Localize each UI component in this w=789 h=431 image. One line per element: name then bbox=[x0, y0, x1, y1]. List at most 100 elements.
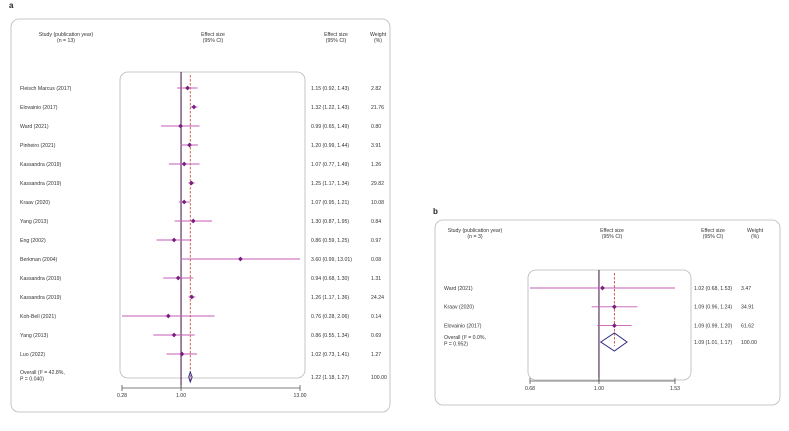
panel-a-point-estimate bbox=[179, 351, 185, 357]
panel-a-effect-size-value: 1.07 (0.77, 1.49) bbox=[311, 162, 349, 168]
panel-b-overall-weight-value: 100.00 bbox=[741, 340, 757, 346]
panel-a-study-label: Luo (2022) bbox=[20, 352, 45, 358]
panel-a-point-estimate bbox=[185, 85, 190, 91]
panel-a-study-label: Kassandra (2019) bbox=[20, 162, 62, 168]
panel-b-overall-label: Overall (I² = 0.0%, bbox=[444, 335, 486, 341]
panel-a-overall-weight-value: 100.00 bbox=[371, 375, 387, 381]
panel-a-overall-effect-size-value: 1.22 (1.18, 1.27) bbox=[311, 375, 349, 381]
panel-a-effect-size-value: 1.25 (1.17, 1.34) bbox=[311, 181, 349, 187]
panel-a-study-label: Pinheiro (2021) bbox=[20, 143, 56, 149]
panel-b-header-effect-size: Effect size bbox=[701, 228, 725, 234]
panel-b-label: b bbox=[433, 207, 438, 216]
panel-a-weight-value: 1.27 bbox=[371, 352, 381, 358]
panel-a-header-n: (n = 13) bbox=[57, 38, 75, 44]
panel-a-weight-value: 29.82 bbox=[371, 181, 384, 187]
panel-a-study-label: Eng (2002) bbox=[20, 238, 46, 244]
panel-a-weight-value: 0.69 bbox=[371, 333, 381, 339]
panel-b-header-weight: Weight bbox=[747, 228, 764, 234]
panel-a-point-estimate bbox=[165, 313, 171, 319]
panel-a-point-estimate bbox=[238, 256, 243, 262]
panel-b-header-n: (n = 3) bbox=[467, 234, 482, 240]
panel-b-effect-size-value: 1.09 (0.99, 1.20) bbox=[694, 323, 732, 329]
panel-a-study-label: Kraav (2020) bbox=[20, 200, 50, 206]
panel-b-overall-effect-size-value: 1.09 (1.01, 1.17) bbox=[694, 340, 732, 346]
panel-a-effect-size-value: 1.20 (0.99, 1.44) bbox=[311, 143, 349, 149]
panel-b-point-estimate bbox=[611, 323, 617, 328]
panel-a-header-plot-ci: (95% CI) bbox=[203, 38, 224, 44]
panel-a-header-weight-unit: (%) bbox=[374, 38, 382, 44]
panel-a-weight-value: 1.26 bbox=[371, 162, 381, 168]
panel-a-study-label: Fleisch Marcus (2017) bbox=[20, 86, 72, 92]
panel-a-study-label: Ward (2021) bbox=[20, 124, 49, 130]
panel-a-weight-value: 1.31 bbox=[371, 276, 381, 282]
panel-a-weight-value: 2.82 bbox=[371, 86, 381, 92]
panel-a-study-label: Elovainio (2017) bbox=[20, 105, 58, 111]
panel-a-overall-diamond bbox=[188, 370, 193, 384]
panel-b-study-label: Kraav (2020) bbox=[444, 305, 474, 311]
panel-a-frame bbox=[10, 18, 391, 413]
panel-a-study-label: Yang (2013) bbox=[20, 219, 48, 225]
panel-a-effect-size-value: 1.02 (0.73, 1.41) bbox=[311, 352, 349, 358]
panel-a-study-label: Koh-Bell (2021) bbox=[20, 314, 56, 320]
panel-a-header-effect-size: Effect size bbox=[324, 32, 348, 38]
panel-b-weight-value: 61.62 bbox=[741, 323, 754, 329]
panel-a-weight-value: 24.24 bbox=[371, 295, 384, 301]
panel-a-point-estimate bbox=[191, 104, 197, 110]
panel-a-effect-size-value: 1.32 (1.22, 1.43) bbox=[311, 105, 349, 111]
panel-a-axis-tick-label: 1.00 bbox=[176, 393, 186, 399]
panel-a-weight-value: 10.08 bbox=[371, 200, 384, 206]
panel-b-frame bbox=[434, 219, 781, 406]
panel-a-weight-value: 0.80 bbox=[371, 124, 381, 130]
panel-a-overall-p-value: P = 0.040) bbox=[20, 377, 44, 383]
panel-a-effect-size-value: 1.07 (0.95, 1.21) bbox=[311, 200, 349, 206]
panel-a-weight-value: 0.84 bbox=[371, 219, 381, 225]
panel-a-overall-label: Overall (I² = 42.8%, bbox=[20, 370, 65, 376]
panel-a-effect-size-value: 0.94 (0.68, 1.30) bbox=[311, 276, 349, 282]
panel-b-point-estimate bbox=[611, 304, 617, 310]
panel-b-header-plot-title: Effect size bbox=[600, 228, 624, 234]
panel-b-point-estimate bbox=[600, 285, 605, 291]
panel-b-axis-tick-label: 0.68 bbox=[525, 386, 535, 392]
panel-a-axis-tick-label: 0.28 bbox=[117, 393, 127, 399]
panel-a-study-label: Yang (2013) bbox=[20, 333, 48, 339]
panel-a-effect-size-value: 1.26 (1.17, 1.36) bbox=[311, 295, 349, 301]
panel-b-plot-area bbox=[527, 269, 692, 381]
panel-a-study-label: Kassandra (2019) bbox=[20, 295, 62, 301]
panel-b-study-label: Ward (2021) bbox=[444, 286, 473, 292]
panel-a-plot-area bbox=[119, 71, 306, 379]
panel-a-point-estimate bbox=[188, 180, 194, 186]
panel-a-header-study: Study (publication year) bbox=[39, 32, 94, 38]
panel-b-axis-tick-label: 1.00 bbox=[594, 386, 604, 392]
panel-a-effect-size-value: 0.86 (0.55, 1.34) bbox=[311, 333, 349, 339]
panel-a-point-estimate bbox=[181, 199, 187, 205]
panel-a-point-estimate bbox=[187, 142, 192, 148]
panel-a-effect-size-value: 1.15 (0.92, 1.43) bbox=[311, 86, 349, 92]
panel-b-weight-value: 3.47 bbox=[741, 286, 751, 292]
panel-a-weight-value: 0.08 bbox=[371, 257, 381, 263]
panel-a-study-label: Kassandra (2019) bbox=[20, 181, 62, 187]
panel-b-header-study: Study (publication year) bbox=[448, 228, 503, 234]
panel-a-header-plot-title: Effect size bbox=[201, 32, 225, 38]
panel-a-point-estimate bbox=[189, 294, 195, 300]
panel-b-effect-size-value: 1.02 (0.68, 1.53) bbox=[694, 286, 732, 292]
panel-a-header-weight: Weight bbox=[370, 32, 387, 38]
panel-a-study-label: Berkman (2004) bbox=[20, 257, 57, 263]
panel-a-point-estimate bbox=[178, 123, 183, 129]
panel-a-label: a bbox=[9, 1, 14, 10]
panel-b-effect-size-value: 1.09 (0.96, 1.24) bbox=[694, 305, 732, 311]
panel-a-weight-value: 3.91 bbox=[371, 143, 381, 149]
panel-b-weight-value: 34.91 bbox=[741, 305, 754, 311]
panel-a-point-estimate bbox=[171, 237, 177, 243]
panel-a-effect-size-value: 3.60 (0.99, 13.01) bbox=[311, 257, 352, 263]
panel-b-axis-tick-label: 1.53 bbox=[670, 386, 680, 392]
panel-a-point-estimate bbox=[190, 218, 196, 224]
panel-a-point-estimate bbox=[181, 161, 187, 167]
panel-a-study-label: Kassandra (2019) bbox=[20, 276, 62, 282]
panel-b-overall-diamond bbox=[599, 332, 628, 352]
panel-a-point-estimate bbox=[175, 275, 181, 281]
panel-a-effect-size-value: 0.99 (0.65, 1.49) bbox=[311, 124, 349, 130]
panel-a-effect-size-value: 1.30 (0.87, 1.95) bbox=[311, 219, 349, 225]
panel-a-weight-value: 0.97 bbox=[371, 238, 381, 244]
panel-a-effect-size-value: 0.76 (0.28, 2.06) bbox=[311, 314, 349, 320]
panel-b-overall-p-value: P = 0.952) bbox=[444, 342, 468, 348]
